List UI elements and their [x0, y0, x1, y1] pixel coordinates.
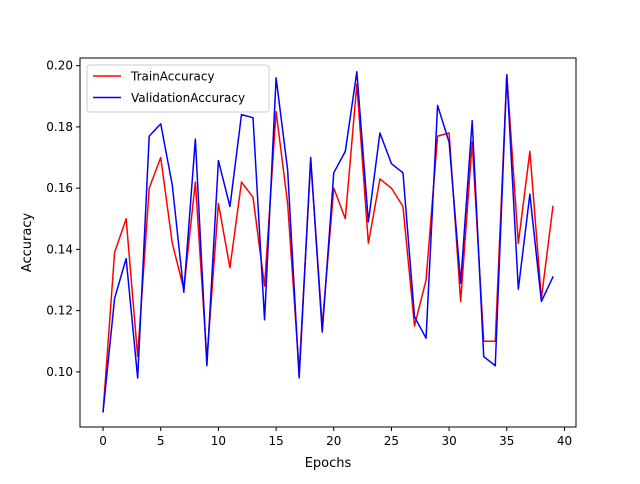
x-tick-label: 15: [268, 434, 283, 448]
x-tick-label: 35: [499, 434, 514, 448]
y-tick-label: 0.12: [46, 304, 73, 318]
x-tick-label: 10: [211, 434, 226, 448]
series-line-validationaccuracy: [102, 71, 554, 413]
x-tick-label: 30: [441, 434, 456, 448]
x-tick-label: 0: [99, 434, 107, 448]
y-tick-label: 0.18: [46, 120, 73, 134]
legend-label-trainaccuracy: TrainAccuracy: [130, 70, 215, 84]
y-tick-label: 0.10: [46, 365, 73, 379]
x-tick-label: 25: [384, 434, 399, 448]
legend: TrainAccuracy ValidationAccuracy: [86, 64, 270, 113]
x-axis: 0 5 10 15 20 25 30 35 40: [99, 427, 572, 448]
y-tick-label: 0.20: [46, 59, 73, 73]
y-tick-label: 0.16: [46, 181, 73, 195]
y-axis: 0.10 0.12 0.14 0.16 0.18 0.20: [46, 59, 80, 379]
y-tick-label: 0.14: [46, 242, 73, 256]
x-tick-label: 20: [326, 434, 341, 448]
series-layer: [102, 71, 554, 413]
x-tick-label: 40: [557, 434, 572, 448]
x-tick-label: 5: [157, 434, 165, 448]
legend-label-validationaccuracy: ValidationAccuracy: [131, 91, 245, 105]
plot-frame: [79, 57, 577, 428]
y-axis-label: Accuracy: [20, 213, 35, 273]
legend-box: [86, 64, 270, 113]
x-axis-label: Epochs: [305, 456, 352, 471]
